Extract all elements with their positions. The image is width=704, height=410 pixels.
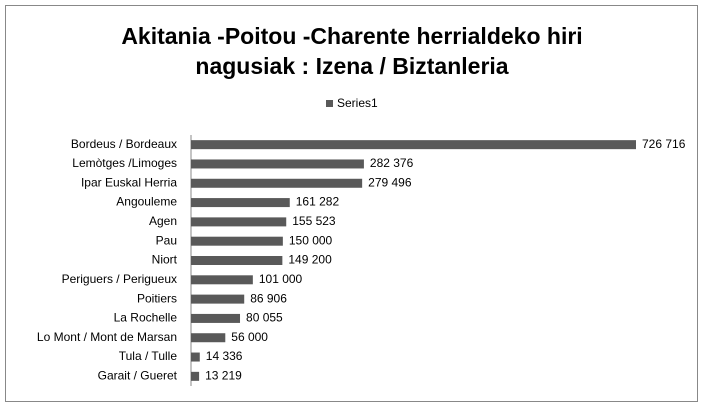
- y-tick-label: Lo Mont / Mont de Marsan: [37, 330, 177, 344]
- legend-label: Series1: [337, 96, 378, 110]
- value-label: 279 496: [368, 175, 412, 189]
- y-tick-label: Agen: [149, 214, 177, 228]
- y-tick-label: Bordeus / Bordeaux: [71, 137, 177, 151]
- value-label: 149 200: [288, 253, 332, 267]
- value-label: 726 716: [642, 137, 686, 151]
- legend-swatch: [326, 100, 333, 107]
- y-tick-label: Ipar Euskal Herria: [81, 175, 177, 189]
- chart-title: Akitania -Poitou -Charente herrialdeko h…: [121, 23, 582, 49]
- y-tick-label: Lemòtges /Limoges: [72, 156, 177, 170]
- bar: [191, 236, 283, 246]
- y-tick-label: Pau: [156, 233, 177, 247]
- bar: [191, 217, 287, 227]
- bar: [191, 371, 200, 381]
- value-label: 161 282: [296, 195, 340, 209]
- bar: [191, 333, 226, 343]
- bar: [191, 198, 290, 208]
- bar: [191, 256, 283, 265]
- bar: [191, 313, 241, 323]
- value-label: 56 000: [231, 330, 268, 344]
- bar: [191, 159, 364, 169]
- bar: [191, 178, 363, 188]
- chart-title: nagusiak : Izena / Biztanleria: [195, 53, 508, 79]
- value-label: 282 376: [370, 156, 414, 170]
- bar: [191, 140, 636, 150]
- y-tick-label: Niort: [152, 253, 178, 267]
- value-label: 14 336: [206, 349, 243, 363]
- y-tick-label: Garait / Gueret: [98, 369, 178, 383]
- y-tick-label: La Rochelle: [114, 311, 178, 325]
- value-label: 13 219: [205, 369, 242, 383]
- bar: [191, 352, 200, 362]
- value-label: 150 000: [289, 233, 333, 247]
- y-tick-label: Tula / Tulle: [119, 349, 178, 363]
- value-label: 155 523: [292, 214, 336, 228]
- bar: [191, 275, 253, 285]
- value-label: 101 000: [259, 272, 303, 286]
- bar: [191, 294, 245, 304]
- value-label: 80 055: [246, 311, 283, 325]
- y-tick-label: Angouleme: [116, 195, 177, 209]
- value-label: 86 906: [250, 291, 287, 305]
- y-tick-label: Poitiers: [137, 291, 177, 305]
- chart-border: [5, 5, 698, 402]
- y-tick-label: Periguers / Perigueux: [62, 272, 177, 286]
